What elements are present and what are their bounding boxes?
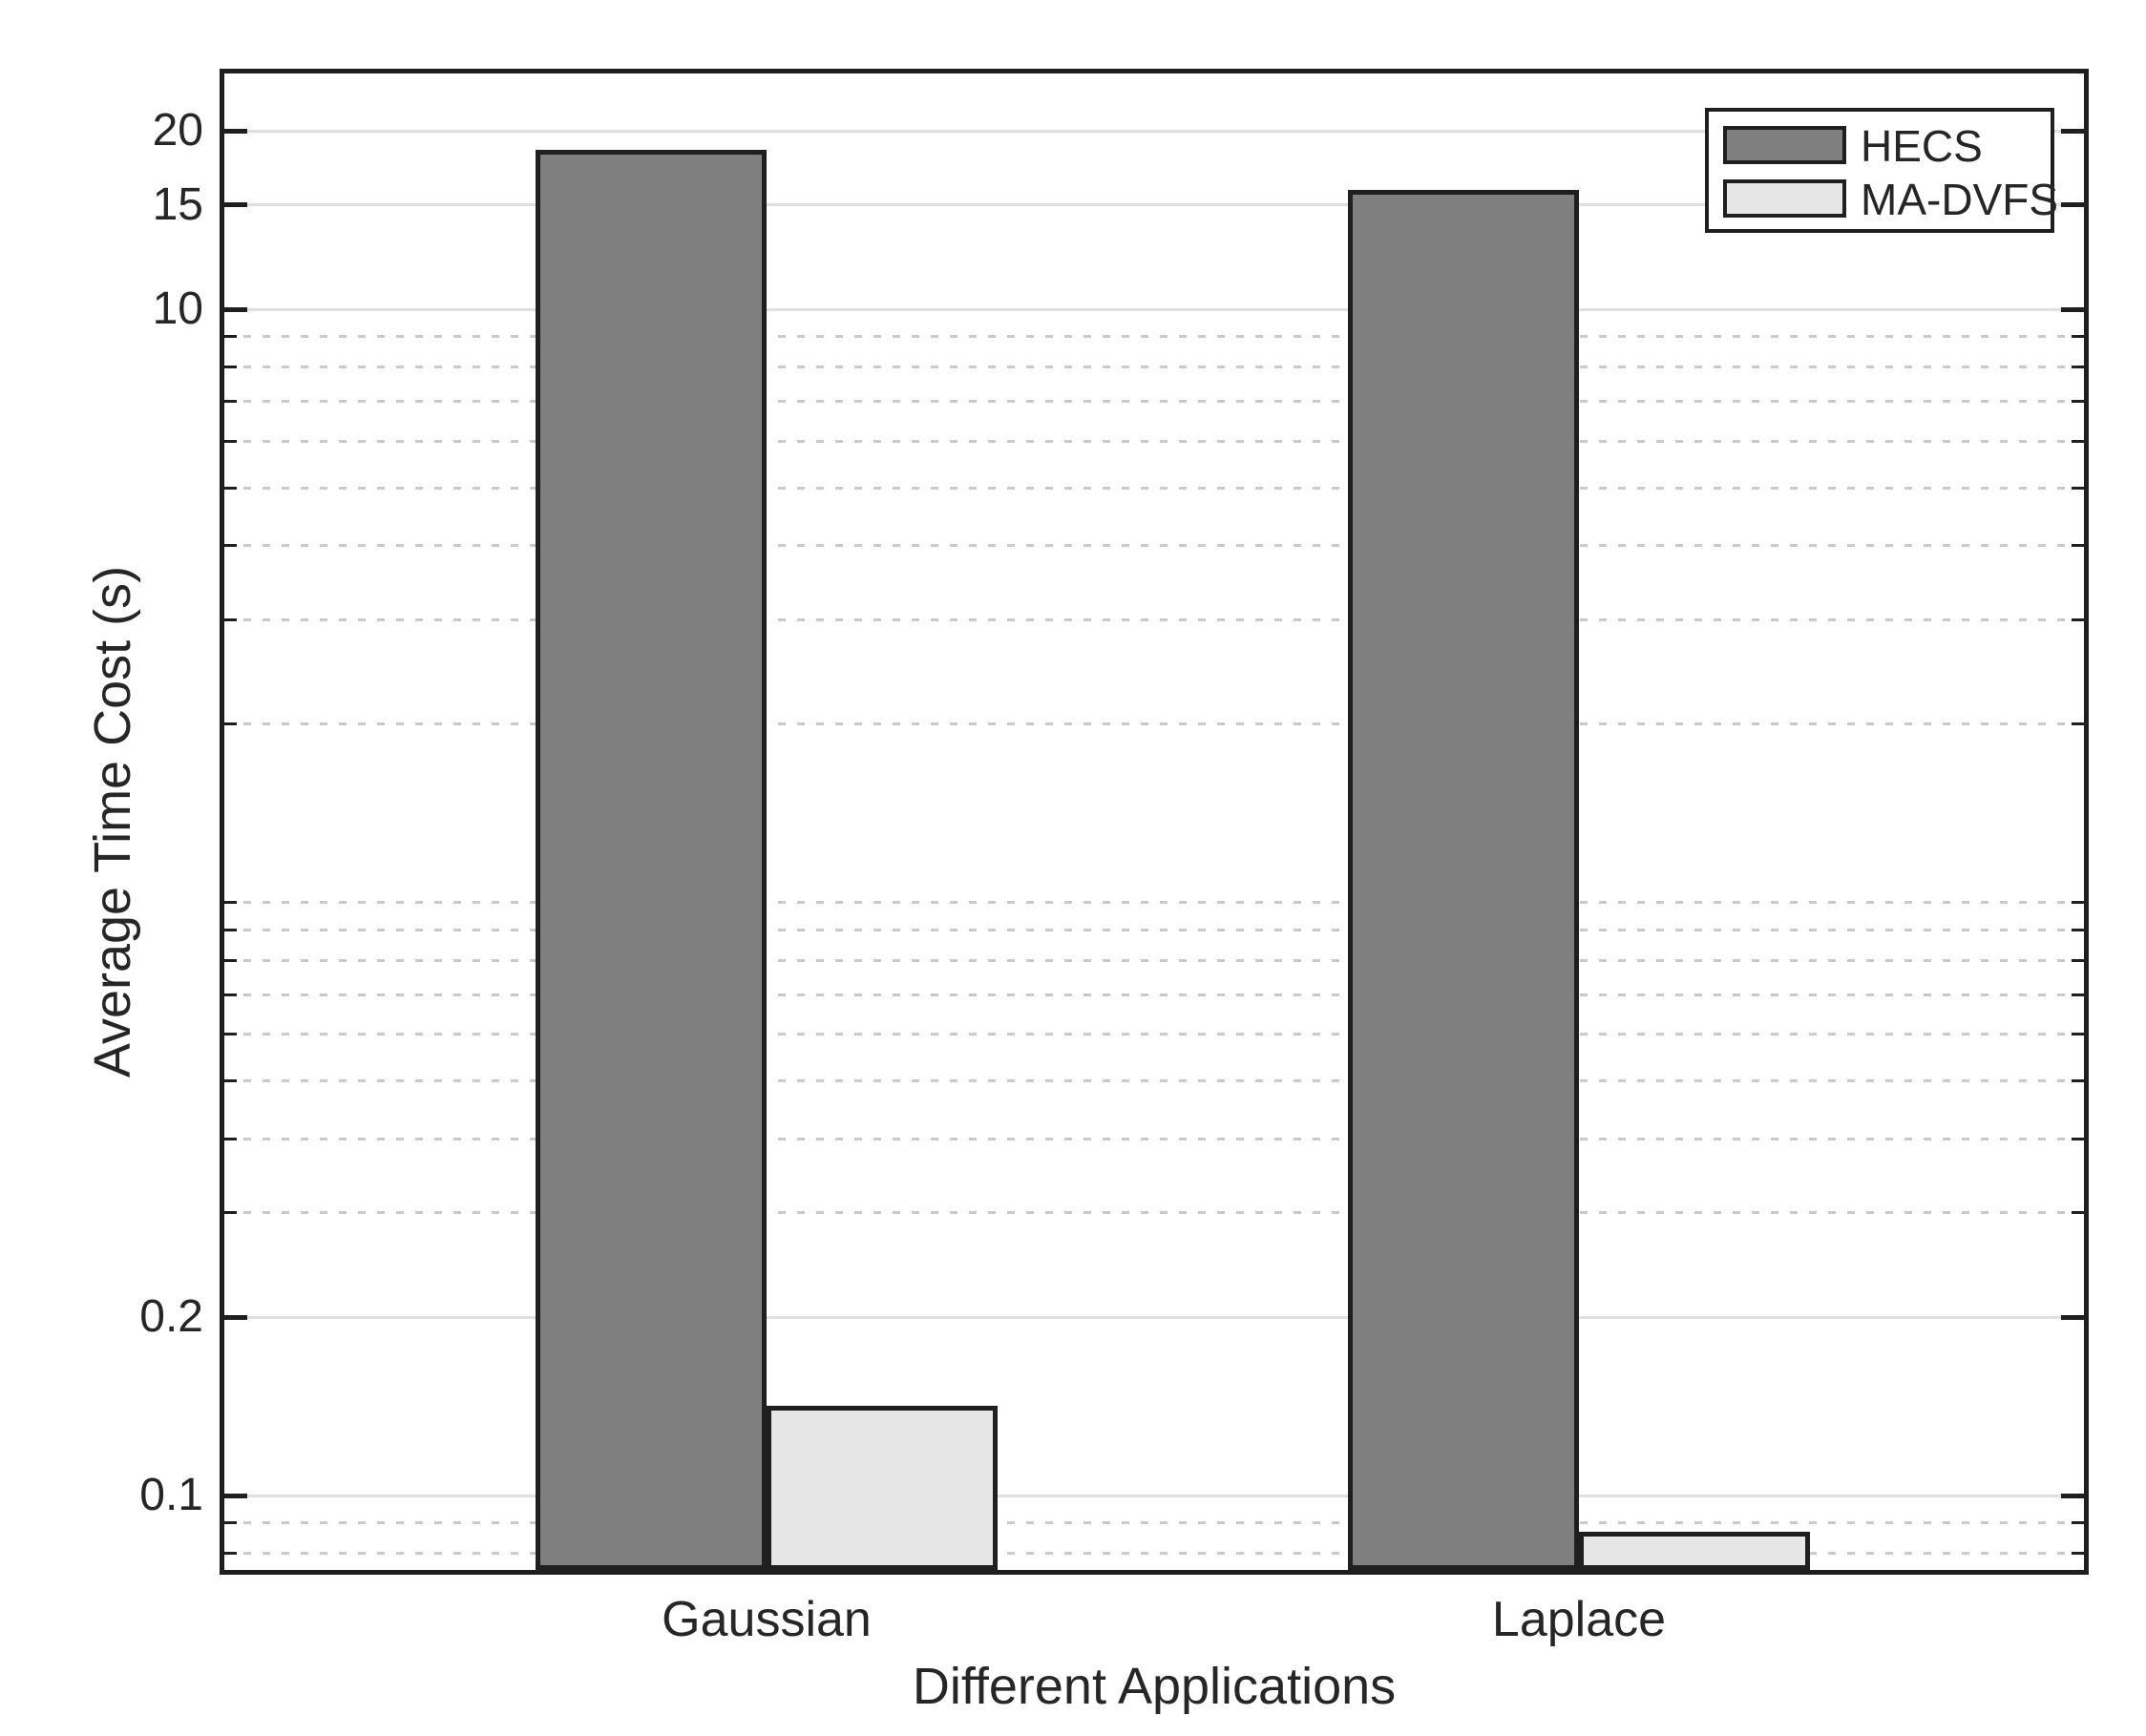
y-minor-tick — [2072, 901, 2084, 905]
gridline-minor — [224, 928, 2084, 931]
y-minor-tick — [224, 366, 237, 369]
y-minor-tick — [224, 617, 237, 621]
gridline-minor — [224, 958, 2084, 962]
bar-ma-dvfs-gaussian — [767, 1405, 998, 1570]
y-major-tick — [224, 1314, 247, 1320]
y-minor-tick — [2072, 544, 2084, 548]
y-major-tick — [2061, 202, 2084, 208]
y-major-tick — [224, 1493, 247, 1498]
gridline-minor — [224, 1033, 2084, 1036]
y-major-tick — [224, 202, 247, 208]
y-minor-tick — [2072, 1521, 2084, 1525]
legend-box: HECS MA-DVFS — [1705, 108, 2058, 233]
y-axis-label: Average Time Cost (s) — [84, 565, 141, 1078]
gridline-major — [224, 203, 2084, 207]
y-minor-tick — [2072, 617, 2084, 621]
y-tick-label: 0.2 — [139, 1291, 203, 1343]
gridline-minor — [224, 1079, 2084, 1083]
y-minor-tick — [2072, 1033, 2084, 1036]
y-minor-tick — [2072, 1137, 2084, 1140]
y-minor-tick — [2072, 928, 2084, 931]
y-minor-tick — [224, 722, 237, 726]
gridline-minor — [224, 617, 2084, 621]
y-minor-tick — [224, 335, 237, 339]
y-major-tick — [224, 306, 247, 312]
legend-label-hecs: HECS — [1861, 121, 1983, 171]
x-category-label-gaussian: Gaussian — [662, 1592, 872, 1647]
y-minor-tick — [2072, 1211, 2084, 1215]
gridline-minor — [224, 722, 2084, 726]
y-minor-tick — [2072, 366, 2084, 369]
y-major-tick — [2061, 306, 2084, 312]
y-minor-tick — [2072, 486, 2084, 490]
gridline-major — [224, 1494, 2084, 1497]
y-tick-label: 15 — [152, 178, 203, 230]
y-minor-tick — [2072, 335, 2084, 339]
x-category-label-laplace: Laplace — [1491, 1592, 1667, 1647]
gridline-major — [224, 129, 2084, 133]
legend-swatch-ma-dvfs — [1723, 179, 1846, 218]
y-minor-tick — [224, 928, 237, 931]
y-minor-tick — [2072, 400, 2084, 404]
legend-swatch-hecs — [1723, 126, 1846, 164]
y-major-tick — [2061, 128, 2084, 134]
bar-ma-dvfs-laplace — [1578, 1531, 1810, 1570]
y-minor-tick — [2072, 958, 2084, 962]
x-axis-label: Different Applications — [912, 1658, 1397, 1715]
y-minor-tick — [224, 400, 237, 404]
y-tick-label: 0.1 — [139, 1470, 203, 1521]
gridline-minor — [224, 544, 2084, 548]
gridline-minor — [224, 400, 2084, 404]
gridline-major — [224, 1315, 2084, 1319]
y-major-tick — [2061, 1314, 2084, 1320]
y-major-tick — [224, 128, 247, 134]
y-minor-tick — [2072, 722, 2084, 726]
y-minor-tick — [224, 1033, 237, 1036]
y-minor-tick — [224, 993, 237, 996]
y-minor-tick — [224, 486, 237, 490]
gridline-minor — [224, 366, 2084, 369]
bar-hecs-laplace — [1347, 190, 1579, 1570]
y-minor-tick — [2072, 1079, 2084, 1083]
legend-label-ma-dvfs: MA-DVFS — [1861, 175, 2058, 224]
gridline-minor — [224, 1521, 2084, 1525]
y-minor-tick — [224, 1211, 237, 1215]
gridline-minor — [224, 486, 2084, 490]
bar-hecs-gaussian — [536, 149, 768, 1570]
y-minor-tick — [2072, 439, 2084, 443]
y-major-tick — [2061, 1493, 2084, 1498]
y-minor-tick — [224, 1552, 237, 1556]
gridline-minor — [224, 1552, 2084, 1556]
gridline-minor — [224, 1211, 2084, 1215]
y-minor-tick — [2072, 993, 2084, 996]
y-minor-tick — [224, 958, 237, 962]
y-minor-tick — [2072, 1552, 2084, 1556]
gridline-minor — [224, 439, 2084, 443]
y-tick-label: 10 — [152, 283, 203, 335]
gridline-minor — [224, 993, 2084, 996]
y-minor-tick — [224, 901, 237, 905]
plot-area — [220, 69, 2089, 1575]
gridline-minor — [224, 335, 2084, 339]
y-minor-tick — [224, 1137, 237, 1140]
y-minor-tick — [224, 1521, 237, 1525]
gridline-minor — [224, 901, 2084, 905]
gridline-major — [224, 307, 2084, 311]
y-minor-tick — [224, 439, 237, 443]
y-tick-label: 20 — [152, 105, 203, 157]
gridline-minor — [224, 1137, 2084, 1140]
y-minor-tick — [224, 1079, 237, 1083]
y-minor-tick — [224, 544, 237, 548]
